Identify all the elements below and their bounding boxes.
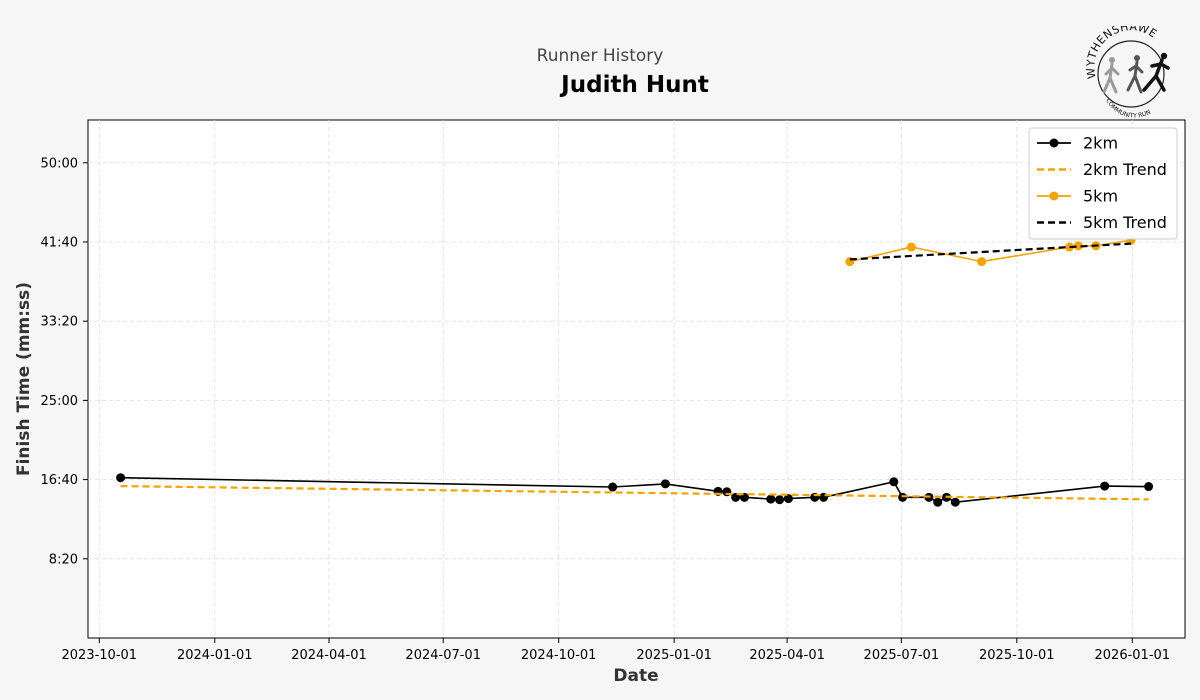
y-tick-label: 41:40 [41,235,78,250]
chart-subtitle: Runner History [536,46,664,66]
data-point-2km [766,494,776,504]
y-tick-label: 16:40 [41,473,78,488]
chart-legend: 2km 2km Trend 5km 5km Trend [1028,127,1178,240]
data-point-2km [775,495,785,505]
data-point-2km [660,479,670,489]
tick-layer: 2023-10-01 2024-01-01 2024-04-01 2024-07-01… [41,156,1171,663]
x-tick-label: 2024-10-01 [521,648,597,663]
legend-marker-2km [1049,138,1059,148]
data-point-2km [950,497,960,507]
x-axis-label: Date [613,666,658,686]
data-point-2km [898,492,908,502]
y-tick-label: 50:00 [41,156,78,171]
series-line-5km-trend [849,242,1132,261]
x-tick-label: 2025-10-01 [979,648,1055,663]
x-tick-label: 2025-04-01 [749,648,825,663]
data-point-5km [1065,242,1075,252]
data-point-2km [116,473,126,483]
data-point-2km [608,482,618,492]
runners-logo-icon: WYTHENSHAWE COMMUNITY RUN [1084,26,1170,120]
y-tick-label: 8:20 [49,552,78,567]
x-tick-label: 2025-01-01 [636,648,712,663]
legend-box [1028,127,1178,240]
data-point-2km [1100,481,1110,491]
legend-marker-5km [1049,191,1059,201]
data-point-5km [977,257,987,267]
series-layer [116,235,1154,507]
legend-label-5km-trend: 5km Trend [1083,213,1167,232]
data-point-2km [783,494,793,504]
data-point-2km [933,497,943,507]
y-tick-label: 33:20 [41,315,78,330]
x-tick-label: 2024-01-01 [177,648,253,663]
x-tick-label: 2023-10-01 [62,648,138,663]
series-line-2km-trend [120,485,1149,501]
data-point-5km [906,242,916,252]
x-tick-label: 2025-07-01 [864,648,940,663]
grid-layer [88,120,1185,638]
x-tick-label: 2024-07-01 [405,648,481,663]
legend-label-5km: 5km [1083,187,1118,206]
data-point-2km [1144,482,1154,492]
x-tick-label: 2026-01-01 [1095,648,1171,663]
chart-title: Judith Hunt [561,72,709,98]
legend-label-2km: 2km [1083,134,1118,153]
plot-area [87,119,1186,639]
x-tick-label: 2024-04-01 [291,648,367,663]
y-axis-label: Finish Time (mm:ss) [14,282,34,476]
legend-label-2km-trend: 2km Trend [1083,160,1167,179]
y-tick-label: 25:00 [41,394,78,409]
data-point-5km [1073,241,1083,251]
data-point-2km [889,477,899,487]
